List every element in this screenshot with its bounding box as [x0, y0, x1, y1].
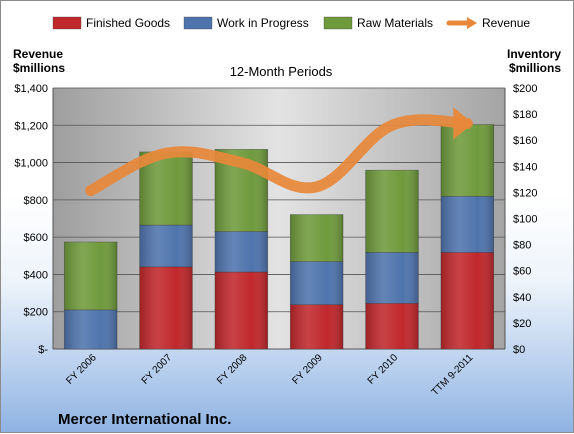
right-axis-ticks: $0 $20 $40 $60 $80 $100 $120 $140 $160 $180 $200 [513, 83, 537, 356]
bar-shading [290, 215, 343, 262]
left-tick-label: $800 [24, 195, 48, 207]
left-tick-label: $200 [24, 307, 48, 319]
right-tick-label: $200 [513, 83, 537, 95]
right-tick-label: $180 [513, 109, 537, 121]
plot-area [53, 88, 505, 349]
bar-shading [140, 225, 193, 267]
right-tick-label: $20 [513, 318, 531, 330]
legend-label: Work in Progress [217, 16, 309, 30]
legend-swatch-arrow [467, 17, 477, 29]
bar-shading [290, 305, 343, 349]
bar-shading [140, 267, 193, 349]
bar-shading [64, 242, 117, 310]
left-axis-title-line1: Revenue [13, 47, 63, 61]
x-tick-label: FY 2009 [290, 352, 325, 387]
right-axis-title-line2: $millions [509, 61, 561, 75]
left-tick-label: $400 [24, 269, 48, 281]
bar-shading [215, 232, 268, 272]
bar-shading [441, 125, 494, 197]
right-tick-label: $160 [513, 135, 537, 147]
bar-shading [64, 310, 117, 349]
legend-swatch [324, 17, 352, 29]
company-name: Mercer International Inc. [58, 411, 231, 428]
left-axis-ticks: $- $200 $400 $600 $800 $1,000 $1,200 $1,400 [14, 83, 48, 356]
legend-swatch [184, 17, 212, 29]
x-tick-label: FY 2008 [215, 352, 250, 387]
left-tick-label: $600 [24, 232, 48, 244]
right-tick-label: $120 [513, 187, 537, 199]
right-tick-label: $0 [513, 344, 525, 356]
left-tick-label: $- [38, 344, 48, 356]
legend: Finished Goods Work in Progress Raw Materi… [53, 16, 530, 30]
bar-shading [441, 252, 494, 349]
x-tick-label: FY 2010 [366, 352, 401, 387]
bar-shading [215, 272, 268, 349]
legend-label: Raw Materials [357, 16, 433, 30]
x-axis-ticks: FY 2006 FY 2007 FY 2008 FY 2009 FY 2010 TTM 9… [64, 352, 475, 398]
chart-title: 12-Month Periods [230, 64, 333, 79]
x-tick-label: FY 2006 [64, 352, 99, 387]
x-tick-label: TTM 9-2011 [430, 352, 476, 398]
right-tick-label: $140 [513, 161, 537, 173]
legend-swatch [53, 17, 81, 29]
x-tick-label: FY 2007 [140, 352, 175, 387]
left-tick-label: $1,400 [14, 83, 48, 95]
right-tick-label: $40 [513, 292, 531, 304]
legend-label: Revenue [482, 16, 530, 30]
right-tick-label: $100 [513, 214, 537, 226]
right-tick-label: $80 [513, 240, 531, 252]
left-tick-label: $1,000 [14, 158, 48, 170]
legend-label: Finished Goods [86, 16, 170, 30]
bar-shading [366, 252, 419, 303]
bar-shading [290, 262, 343, 305]
left-tick-label: $1,200 [14, 120, 48, 132]
right-axis-title-line1: Inventory [507, 47, 561, 61]
right-tick-label: $60 [513, 266, 531, 278]
left-axis-title-line2: $millions [13, 61, 65, 75]
bar-shading [366, 303, 419, 349]
bar-shading [441, 196, 494, 252]
bar-shading [366, 170, 419, 252]
